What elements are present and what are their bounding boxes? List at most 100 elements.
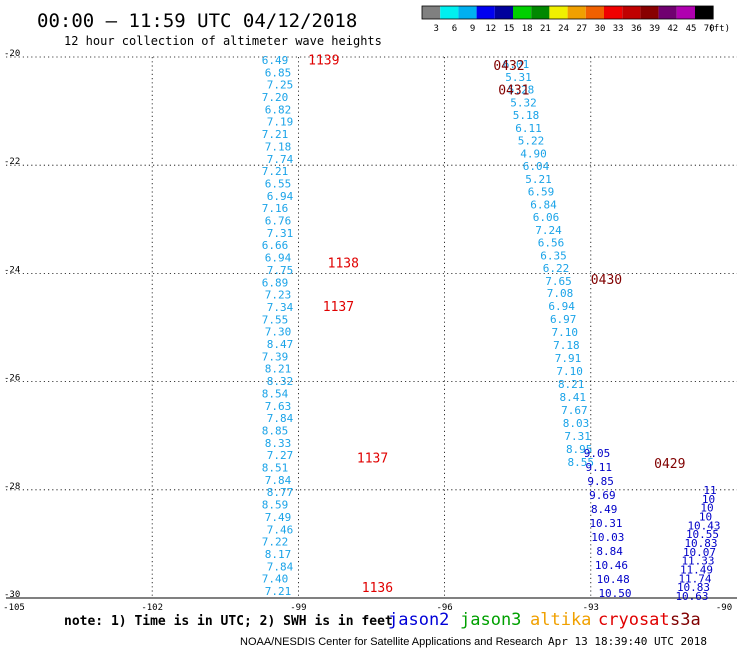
wave-height-value: 10	[702, 493, 715, 506]
wave-height-value: 6.11	[515, 122, 542, 135]
wave-height-value: 6.66	[262, 239, 289, 252]
wave-height-value: 5.22	[518, 135, 545, 148]
scale-swatch	[622, 6, 641, 19]
wave-height-value: 7.65	[545, 275, 572, 288]
scale-swatch	[640, 6, 659, 19]
wave-height-value: 8.47	[267, 338, 294, 351]
wave-height-value: 6.76	[265, 215, 292, 228]
wave-height-value: 6.85	[265, 66, 292, 79]
lon-label: -90	[716, 603, 732, 613]
scale-label: 45	[686, 24, 697, 34]
wave-height-value: 8.32	[267, 375, 294, 388]
scale-label: 70	[704, 24, 715, 34]
wave-height-value: 7.74	[267, 153, 294, 166]
wave-height-value: 10.03	[591, 531, 624, 544]
lat-label: -26	[4, 374, 20, 384]
pass-time-label: 0429	[654, 457, 685, 472]
wave-height-value: 10	[699, 511, 712, 524]
pass-time-label: 1139	[308, 54, 339, 69]
color-scale-legend: 3 6 9 12 15 18 21 24 27 30 33 36 39 42 45 70(ft)	[421, 5, 730, 34]
wave-height-value: 10.48	[597, 573, 630, 586]
lat-label: -20	[4, 49, 20, 59]
wave-height-value: 7.21	[262, 128, 289, 141]
lat-label: -22	[4, 157, 20, 167]
scale-label: 21	[540, 24, 551, 34]
wave-height-value: 7.18	[265, 140, 292, 153]
wave-height-value: 10.55	[686, 528, 719, 541]
lon-label: -102	[141, 603, 163, 613]
satellite-legend-jason3: jason3	[460, 610, 521, 630]
satellite-track: 6.015.315.285.325.186.115.224.906.045.21…	[503, 58, 572, 288]
wave-height-value: 7.25	[267, 79, 294, 92]
lat-label: -28	[4, 482, 20, 492]
wave-height-value: 7.10	[556, 365, 583, 378]
satellite-legend-cryosat: cryosat	[598, 610, 670, 630]
wave-height-value: 8.41	[560, 391, 587, 404]
wave-height-value: 7.20	[262, 91, 289, 104]
wave-height-value: 7.21	[262, 165, 289, 178]
wave-height-value: 8.33	[265, 437, 292, 450]
wave-height-value: 7.30	[265, 326, 292, 339]
scale-label: 42	[667, 24, 678, 34]
map-subtitle: 12 hour collection of altimeter wave hei…	[64, 34, 382, 48]
wave-height-value: 6.94	[265, 252, 292, 265]
wave-height-value: 10.83	[684, 537, 717, 550]
wave-height-value: 8.51	[262, 462, 289, 475]
wave-height-value: 8.49	[591, 503, 618, 516]
scale-label: 24	[558, 24, 569, 34]
scale-swatch	[494, 6, 513, 19]
wave-height-value: 5.28	[508, 84, 535, 97]
scale-label: 33	[613, 24, 624, 34]
wave-height-value: 7.67	[561, 404, 588, 417]
wave-height-value: 10.31	[589, 517, 622, 530]
scale-swatch	[549, 6, 568, 19]
wave-height-value: 6.04	[523, 160, 550, 173]
scale-label: 9	[470, 24, 475, 34]
wave-height-value: 7.23	[265, 289, 292, 302]
wave-height-value: 7.19	[267, 116, 294, 129]
scale-label: 15	[504, 24, 515, 34]
scale-swatch	[567, 6, 586, 19]
lat-lon-grid: -20 -22 -24 -26 -28 -30 -105 -102 -99 -96 -93 -90	[3, 49, 737, 613]
scale-label: 39	[649, 24, 660, 34]
satellite-track: 7.086.946.977.107.187.917.108.218.417.67…	[547, 287, 594, 469]
wave-height-tracks: 6.496.857.257.206.827.197.217.187.747.21…	[262, 54, 721, 603]
map-title: 00:00 – 11:59 UTC 04/12/2018	[37, 10, 357, 32]
scale-swatch	[513, 6, 532, 19]
lon-label: -105	[3, 603, 25, 613]
wave-height-value: 8.21	[558, 378, 585, 391]
wave-height-value: 8.59	[262, 499, 289, 512]
wave-height-value: 4.90	[520, 147, 547, 160]
wave-height-value: 7.84	[267, 560, 294, 573]
pass-time-label: 0432	[493, 59, 524, 74]
wave-height-value: 7.21	[265, 585, 292, 598]
wave-height-value: 9.11	[586, 461, 613, 474]
wave-height-value: 5.31	[505, 71, 532, 84]
lat-label: -30	[4, 590, 20, 600]
scale-swatch	[604, 6, 623, 19]
wave-height-value: 8.95	[566, 443, 593, 456]
wave-height-value: 11.33	[681, 555, 714, 568]
wave-height-value: 8.85	[262, 424, 289, 437]
wave-height-value: 7.49	[265, 511, 292, 524]
wave-height-value: 6.97	[550, 313, 577, 326]
scale-label: 6	[452, 24, 457, 34]
wave-height-value: 7.75	[267, 264, 294, 277]
scale-swatch	[676, 6, 695, 19]
wave-height-value: 7.34	[267, 301, 294, 314]
wave-height-value: 6.01	[503, 58, 530, 71]
wave-height-value: 10.83	[677, 581, 710, 594]
wave-height-value: 7.84	[267, 412, 294, 425]
wave-height-value: 6.22	[543, 262, 570, 275]
scale-label: 18	[522, 24, 533, 34]
wave-height-value: 7.10	[552, 326, 579, 339]
wave-height-value: 6.94	[267, 190, 294, 203]
satellite-track: 1110101010.4310.5510.8310.0711.3311.4911…	[675, 484, 720, 603]
lon-label: -93	[583, 603, 599, 613]
wave-height-value: 6.59	[528, 186, 555, 199]
footer-credit: NOAA/NESDIS Center for Satellite Applica…	[240, 636, 543, 648]
scale-swatch	[695, 6, 714, 19]
lon-label: -96	[436, 603, 452, 613]
